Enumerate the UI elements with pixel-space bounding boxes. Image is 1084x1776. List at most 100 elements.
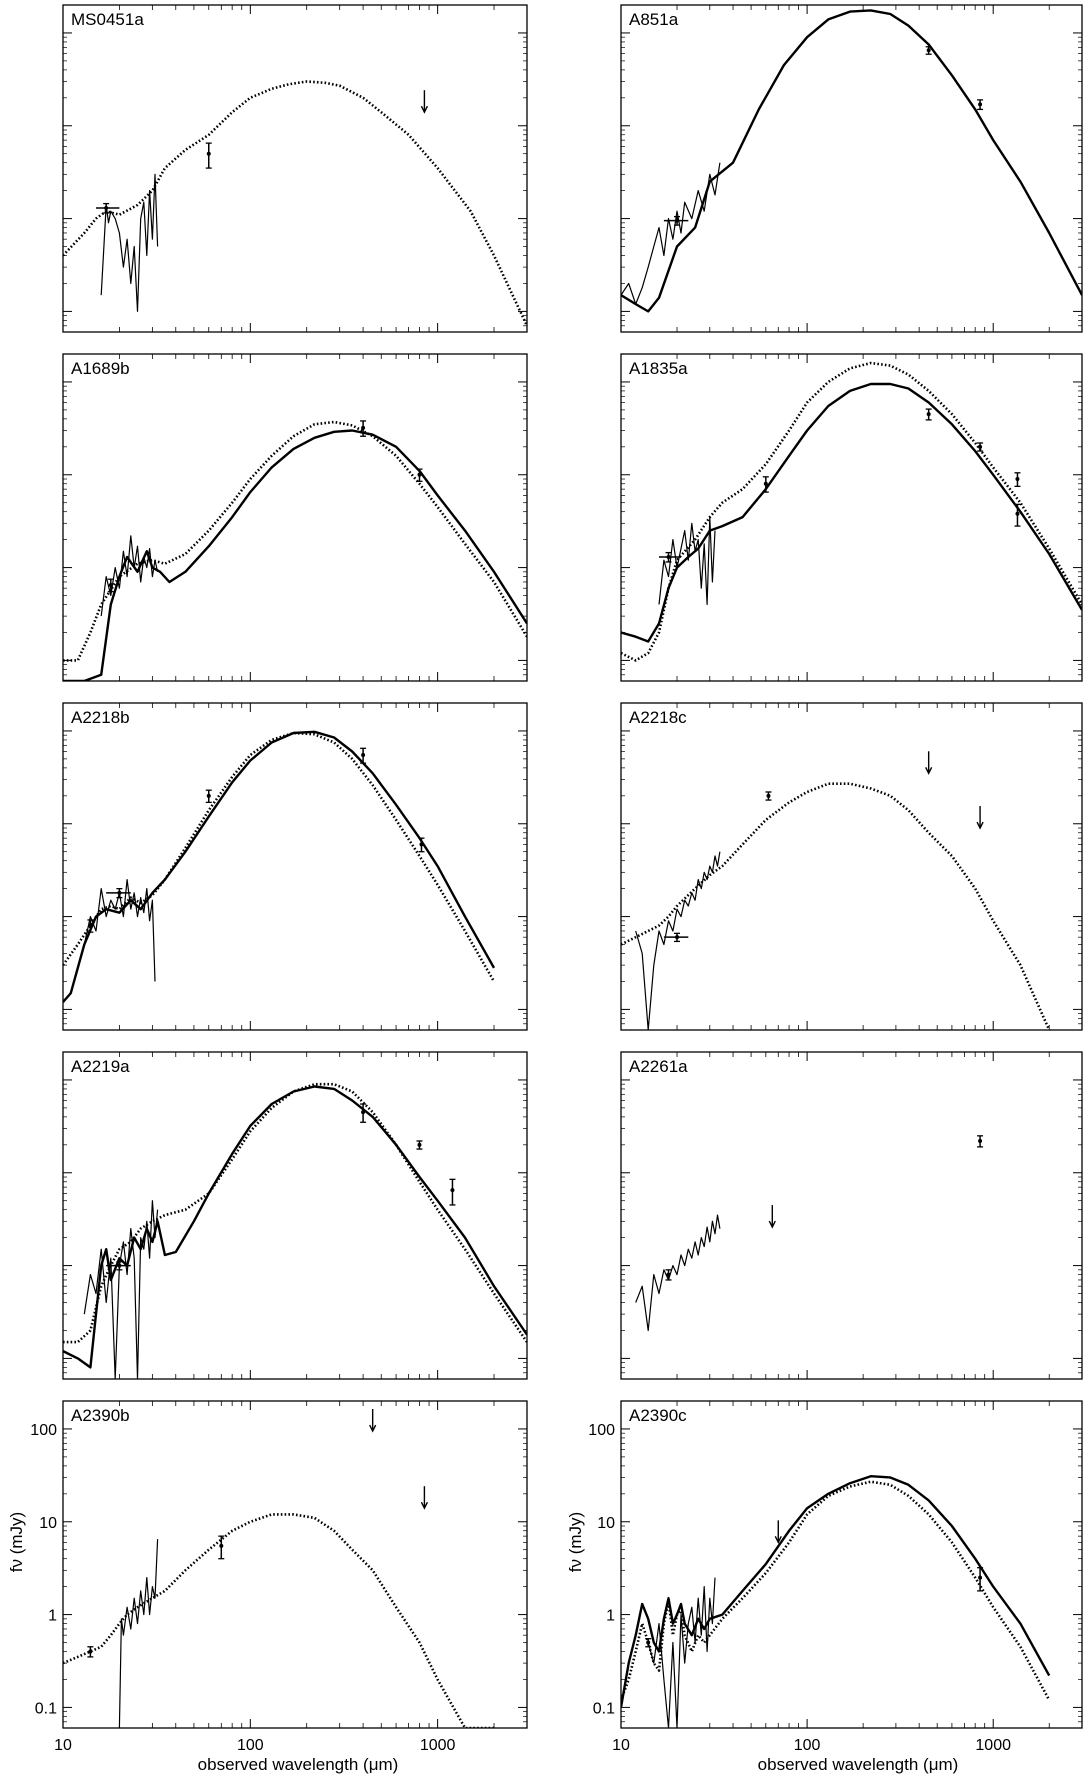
panel-frame — [62, 702, 528, 1031]
model-curve-dotted — [621, 782, 1051, 1030]
irs-spectrum-line — [83, 879, 156, 982]
data-point — [108, 582, 113, 587]
panel-frame — [62, 353, 528, 682]
irs-spectrum-line — [635, 851, 721, 1030]
model-curve-solid — [621, 1475, 1051, 1708]
data-point — [926, 412, 931, 417]
model-curve-dotted — [621, 1480, 1051, 1701]
data-point — [417, 1142, 422, 1147]
model-curve-dotted — [63, 80, 527, 327]
upper-limit-arrowhead — [369, 1424, 377, 1433]
model-curve-dotted — [63, 420, 527, 662]
x-axis-label-right: observed wavelength (μm) — [758, 1755, 959, 1774]
y-tick-label: 10 — [597, 1515, 615, 1532]
panel-plot-area — [63, 80, 527, 327]
panel-title: A2390b — [71, 1406, 130, 1425]
y-tick-label: 0.1 — [35, 1700, 57, 1717]
model-curve-dotted — [63, 731, 496, 983]
chart-panel: A2218c — [620, 702, 1083, 1031]
model-curve-dotted — [63, 1082, 527, 1344]
chart-panel: 10 100 1000 0.1 1 10 100 A2390b — [30, 1400, 528, 1754]
data-point — [978, 444, 983, 449]
data-point — [104, 206, 109, 211]
chart-panel: MS0451a — [62, 4, 528, 333]
y-tick-label: 100 — [30, 1422, 57, 1439]
x-tick-label: 100 — [794, 1737, 821, 1754]
data-point — [450, 1188, 455, 1193]
data-point — [117, 1263, 122, 1268]
chart-panel: A2261a — [620, 1051, 1083, 1380]
y-tick-label: 1 — [606, 1608, 615, 1625]
upper-limit-arrowhead — [976, 821, 984, 830]
panel-title: A851a — [629, 10, 679, 29]
irs-spectrum-line — [100, 173, 159, 312]
data-point — [88, 1649, 93, 1654]
model-curve-dotted — [621, 361, 1082, 662]
panel-title: A2390c — [629, 1406, 687, 1425]
chart-panel: A1835a — [620, 353, 1083, 682]
x-tick-label: 10 — [612, 1737, 630, 1754]
x-tick-label: 100 — [237, 1737, 264, 1754]
data-point — [978, 1575, 983, 1580]
data-point — [666, 555, 671, 560]
panel-frame — [62, 1051, 528, 1380]
chart-panel: A1689b — [62, 353, 528, 682]
panel-plot-area — [63, 420, 527, 681]
data-point — [766, 793, 771, 798]
panel-plot-area — [621, 1475, 1051, 1728]
chart-panel: 10 100 1000 0.1 1 10 100 A2390c — [588, 1400, 1083, 1754]
data-point — [1015, 477, 1020, 482]
data-point — [926, 48, 931, 53]
data-point — [1015, 511, 1020, 516]
irs-spectrum-line — [118, 1539, 159, 1728]
chart-panel: A851a — [620, 4, 1083, 333]
upper-limit-arrowhead — [774, 1536, 782, 1544]
panel-frame — [620, 353, 1083, 682]
model-curve-dotted — [63, 1513, 494, 1728]
x-tick-label: 1000 — [975, 1737, 1011, 1754]
data-point — [978, 102, 983, 107]
data-point — [646, 1640, 651, 1645]
panel-title: A1689b — [71, 359, 130, 378]
panel-frame — [620, 702, 1083, 1031]
panel-title: A2218b — [71, 708, 130, 727]
panel-plot-area — [63, 1082, 527, 1379]
data-point — [666, 1272, 671, 1277]
panel-title: A1835a — [629, 359, 688, 378]
data-point — [361, 753, 366, 758]
y-axis-label-left: fν (mJy) — [7, 1512, 26, 1572]
y-axis-label-right: fν (mJy) — [566, 1512, 585, 1572]
panel-frame — [62, 1400, 528, 1729]
panel-title: MS0451a — [71, 10, 144, 29]
data-point — [219, 1543, 224, 1548]
data-point — [206, 151, 211, 156]
chart-panels: MS0451a A851a A1689b A1835a A2218b A2218c A221… — [30, 4, 1083, 1754]
data-point — [361, 1110, 366, 1115]
x-axis-label-left: observed wavelength (μm) — [198, 1755, 399, 1774]
data-point — [206, 793, 211, 798]
irs-spectrum-line — [100, 535, 159, 617]
data-point — [88, 923, 93, 928]
y-tick-label: 100 — [588, 1422, 615, 1439]
data-point — [763, 481, 768, 486]
model-curve-solid — [63, 429, 527, 681]
upper-limit-arrowhead — [420, 105, 429, 114]
irs-spectrum-line — [621, 162, 721, 305]
panel-plot-area — [63, 730, 496, 1003]
panel-plot-area — [621, 751, 1051, 1030]
panel-frame — [62, 4, 528, 333]
panel-plot-area — [621, 361, 1082, 662]
panel-title: A2219a — [71, 1057, 130, 1076]
data-point — [978, 1138, 983, 1143]
data-point — [417, 472, 422, 477]
irs-spectrum-line — [647, 1577, 716, 1728]
x-tick-label: 1000 — [420, 1737, 456, 1754]
model-curve-solid — [621, 9, 1082, 313]
panel-plot-area — [621, 9, 1082, 313]
panel-frame — [620, 4, 1083, 333]
data-point — [675, 218, 680, 223]
y-tick-label: 10 — [39, 1515, 57, 1532]
panel-frame — [620, 1400, 1083, 1729]
upper-limit-arrowhead — [768, 1220, 776, 1229]
data-point — [117, 890, 122, 895]
